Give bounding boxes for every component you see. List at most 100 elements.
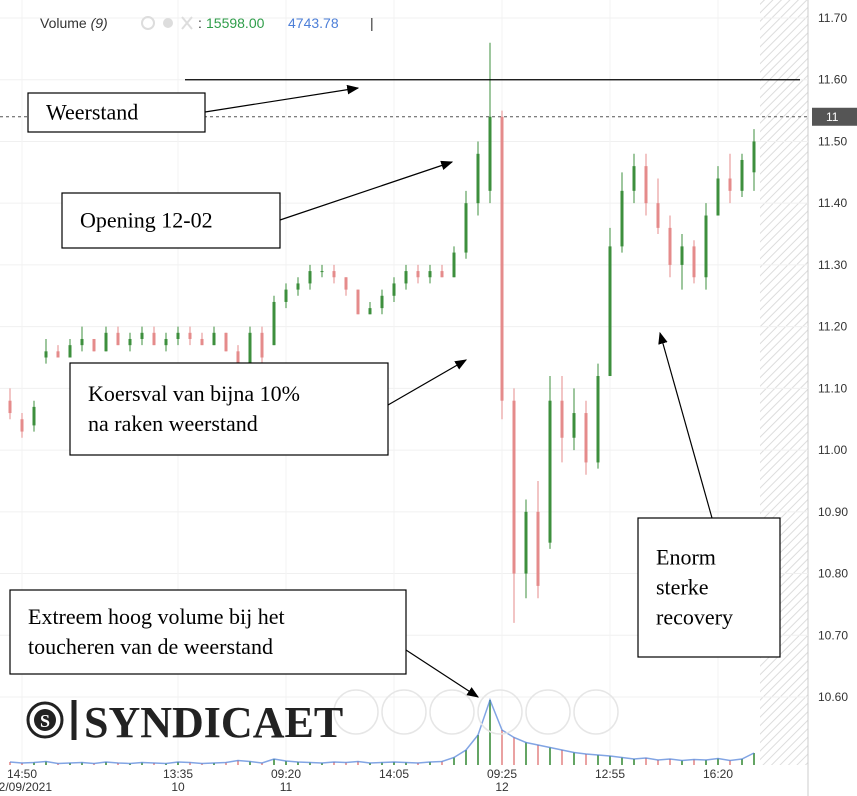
- candle-body: [452, 252, 456, 278]
- annotation-arrow: [405, 649, 480, 698]
- candle-body: [440, 271, 444, 278]
- candle-body: [44, 351, 48, 358]
- candle-body: [20, 419, 24, 432]
- x-tick-sublabel: 02/09/2021: [0, 780, 52, 794]
- volume-bar: [729, 760, 731, 765]
- volume-bar: [741, 759, 743, 765]
- svg-text:Volume (9): Volume (9): [40, 15, 108, 31]
- volume-bar: [285, 761, 287, 765]
- candle-body: [80, 338, 84, 346]
- close-icon[interactable]: [181, 16, 193, 30]
- volume-bar: [117, 763, 119, 765]
- candle-body: [236, 351, 240, 370]
- annotation-arrow: [387, 359, 468, 406]
- annotation-text: na raken weerstand: [88, 411, 258, 436]
- annotation-text: Koersval van bijna 10%: [88, 381, 300, 406]
- y-tick-label: 11.00: [818, 443, 847, 457]
- volume-bar: [549, 747, 551, 765]
- volume-bar: [585, 754, 587, 765]
- candle-body: [548, 400, 552, 543]
- logo-text: SYNDICAET: [84, 698, 343, 747]
- volume-bar: [153, 763, 155, 765]
- volume-bar: [297, 762, 299, 765]
- candle-body: [8, 400, 12, 414]
- volume-bar: [189, 762, 191, 765]
- y-tick-label: 11.20: [818, 320, 847, 334]
- volume-bar: [489, 700, 491, 765]
- y-tick-label: 10.90: [818, 505, 848, 519]
- volume-bar: [237, 760, 239, 765]
- candle-body: [68, 345, 72, 358]
- volume-bar: [573, 752, 575, 765]
- volume-bar: [213, 763, 215, 765]
- candle-body: [272, 301, 276, 346]
- volume-bar: [33, 762, 35, 765]
- candle-body: [128, 338, 132, 346]
- volume-bar: [597, 755, 599, 765]
- svg-text:S: S: [40, 711, 50, 731]
- volume-bar: [441, 761, 443, 765]
- legend-count: (9): [91, 15, 108, 31]
- candle-body: [344, 277, 348, 290]
- candle-body: [632, 166, 636, 191]
- volume-bar: [501, 730, 503, 765]
- annotation-text: Extreem hoog volume bij het: [28, 604, 285, 629]
- volume-bar: [561, 750, 563, 765]
- volume-bar: [261, 763, 263, 765]
- annotation-text: toucheren van de weerstand: [28, 634, 273, 659]
- volume-bar: [69, 763, 71, 765]
- candle-body: [224, 332, 228, 352]
- candle-body: [524, 511, 528, 574]
- volume-bar: [657, 760, 659, 765]
- legend-value: 15598.00: [206, 15, 265, 31]
- annotation-text: Weerstand: [46, 100, 138, 125]
- settings-icon[interactable]: [163, 18, 173, 28]
- legend-separator: |: [370, 15, 374, 31]
- volume-bar: [429, 762, 431, 765]
- annotation-text: Opening 12-02: [80, 208, 213, 233]
- candle-body: [428, 271, 432, 278]
- volume-bar: [177, 762, 179, 765]
- candle-body: [140, 332, 144, 339]
- x-tick-label: 16:20: [703, 767, 733, 781]
- annotation-box: [637, 517, 781, 658]
- annotation-box: [9, 589, 407, 675]
- candle-body: [404, 271, 408, 284]
- x-tick-sublabel: 10: [171, 780, 185, 794]
- volume-bar: [405, 762, 407, 765]
- volume-bar: [9, 762, 11, 765]
- volume-bar: [525, 742, 527, 765]
- candle-body: [488, 116, 492, 191]
- x-tick-label: 13:35: [163, 767, 193, 781]
- volume-bar: [693, 759, 695, 765]
- candle-body: [464, 203, 468, 253]
- candle-body: [416, 271, 420, 278]
- eye-icon[interactable]: [141, 16, 155, 30]
- y-tick-label: 11.10: [818, 381, 847, 395]
- x-tick-label: 09:20: [271, 767, 301, 781]
- volume-bar: [453, 757, 455, 765]
- candle-body: [596, 376, 600, 463]
- x-tick-label: 14:05: [379, 767, 409, 781]
- annotation-arrow: [279, 160, 454, 221]
- volume-bar: [249, 761, 251, 765]
- candle-body: [368, 308, 372, 315]
- candle-body: [116, 332, 120, 346]
- volume-bar: [537, 745, 539, 765]
- candle-body: [740, 159, 744, 191]
- candle-body: [644, 166, 648, 204]
- volume-bar: [465, 750, 467, 765]
- candle-body: [704, 215, 708, 278]
- candle-body: [104, 332, 108, 352]
- volume-bar: [333, 762, 335, 765]
- candle-body: [692, 246, 696, 278]
- x-tick-sublabel: 12: [495, 780, 509, 794]
- candle-body: [476, 153, 480, 204]
- annotation-arrow: [658, 331, 713, 519]
- annotation-box: [61, 192, 281, 249]
- volume-bar: [681, 760, 683, 765]
- legend-name: Volume: [40, 15, 87, 31]
- candle-body: [212, 332, 216, 346]
- candle-body: [176, 332, 180, 339]
